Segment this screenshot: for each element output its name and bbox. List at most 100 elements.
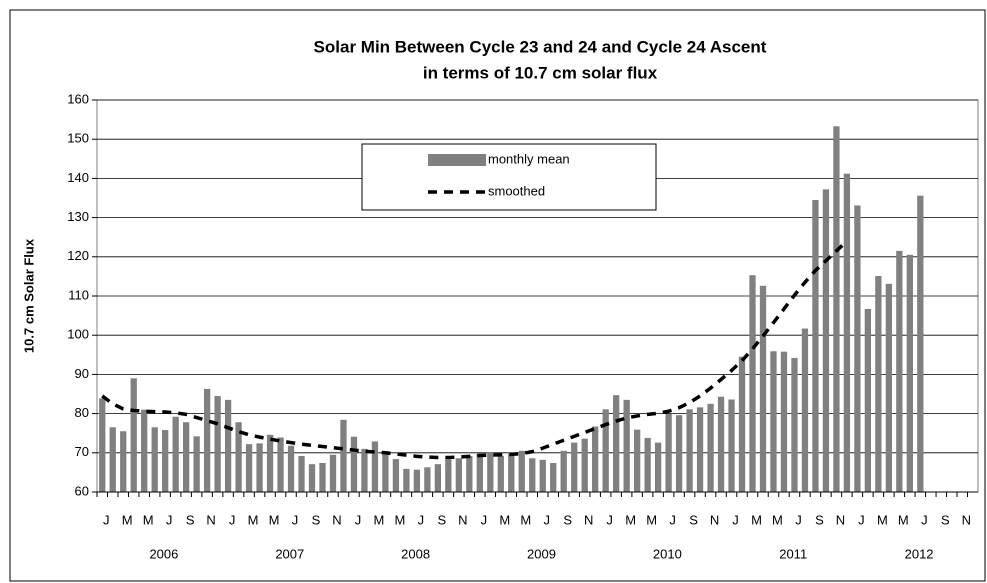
y-tick-label: 150	[67, 131, 89, 146]
bar	[413, 469, 421, 492]
bar	[193, 436, 200, 492]
bar	[571, 442, 578, 492]
chart-subtitle: in terms of 10.7 cm solar flux	[423, 63, 658, 82]
bar	[350, 436, 358, 492]
bar	[151, 427, 158, 492]
x-tick-label: J	[292, 512, 299, 527]
bar	[476, 453, 483, 492]
x-tick-label: M	[520, 512, 531, 527]
bar	[277, 437, 284, 492]
bar	[770, 351, 777, 492]
bar	[717, 396, 725, 492]
bar	[738, 356, 746, 492]
bar	[560, 450, 567, 492]
bar	[455, 458, 462, 492]
bar	[308, 464, 316, 492]
year-label: 2008	[401, 546, 430, 561]
bar	[214, 395, 221, 492]
bar	[602, 409, 609, 492]
bar	[613, 395, 620, 492]
bar	[518, 450, 525, 492]
x-tick-label: S	[312, 512, 321, 527]
bar	[896, 250, 903, 492]
y-tick-label: 70	[75, 444, 89, 459]
bar	[403, 468, 410, 492]
bar	[109, 427, 116, 492]
chart-title: Solar Min Between Cycle 23 and 24 and Cy…	[314, 37, 767, 56]
bar	[497, 455, 504, 492]
x-tick-label: M	[374, 512, 385, 527]
bar	[759, 285, 767, 492]
x-tick-label: J	[481, 512, 488, 527]
bar	[224, 399, 232, 492]
bar	[749, 275, 756, 492]
x-tick-label: S	[689, 512, 698, 527]
bar	[696, 407, 704, 492]
bar	[235, 422, 242, 492]
year-label: 2007	[275, 546, 304, 561]
x-tick-label: N	[332, 512, 341, 527]
bar	[329, 454, 337, 492]
bar	[675, 415, 683, 492]
bar	[162, 430, 169, 492]
y-tick-label: 140	[67, 170, 89, 185]
bar	[487, 452, 494, 492]
x-tick-label: M	[394, 512, 405, 527]
bar	[822, 189, 830, 492]
x-tick-label: N	[962, 512, 971, 527]
y-axis-title: 10.7 cm Solar Flux	[21, 238, 36, 353]
x-tick-label: S	[563, 512, 572, 527]
x-tick-label: N	[206, 512, 215, 527]
x-tick-label: J	[921, 512, 928, 527]
x-tick-label: J	[166, 512, 173, 527]
bar	[319, 462, 326, 492]
x-tick-label: M	[751, 512, 762, 527]
x-tick-label: M	[269, 512, 280, 527]
bar	[298, 455, 305, 492]
x-tick-label: N	[458, 512, 467, 527]
bar	[843, 173, 851, 493]
x-tick-label: J	[418, 512, 425, 527]
x-tick-label: S	[438, 512, 447, 527]
x-tick-label: M	[248, 512, 259, 527]
x-tick-label: M	[625, 512, 636, 527]
x-tick-label: M	[143, 512, 154, 527]
bar	[340, 419, 347, 492]
year-label: 2010	[653, 546, 682, 561]
bar	[917, 195, 924, 492]
bar	[392, 459, 400, 492]
bar	[633, 429, 641, 492]
bar	[424, 467, 431, 492]
y-tick-label: 90	[75, 366, 89, 381]
bar	[245, 444, 253, 492]
x-tick-label: N	[836, 512, 845, 527]
legend-label: monthly mean	[488, 151, 570, 166]
x-tick-label: S	[941, 512, 950, 527]
bar	[120, 431, 127, 492]
bar	[875, 276, 882, 492]
bar	[623, 399, 630, 492]
bar	[287, 445, 295, 492]
bar	[791, 357, 798, 492]
year-label: 2009	[527, 546, 556, 561]
legend-label: smoothed	[488, 183, 545, 198]
legend-box	[361, 143, 657, 211]
bar	[581, 438, 588, 492]
bar	[592, 426, 599, 492]
bar	[172, 416, 179, 492]
bar	[864, 308, 872, 492]
bar	[266, 434, 274, 492]
bar	[885, 283, 892, 492]
bar	[183, 422, 190, 492]
bar	[99, 398, 106, 492]
x-tick-label: J	[669, 512, 676, 527]
bar	[550, 462, 557, 492]
x-tick-label: J	[606, 512, 613, 527]
y-tick-label: 60	[75, 483, 89, 498]
x-tick-label: S	[186, 512, 195, 527]
x-tick-label: M	[898, 512, 909, 527]
bar	[780, 351, 788, 492]
bar	[906, 254, 913, 492]
x-tick-label: S	[815, 512, 824, 527]
